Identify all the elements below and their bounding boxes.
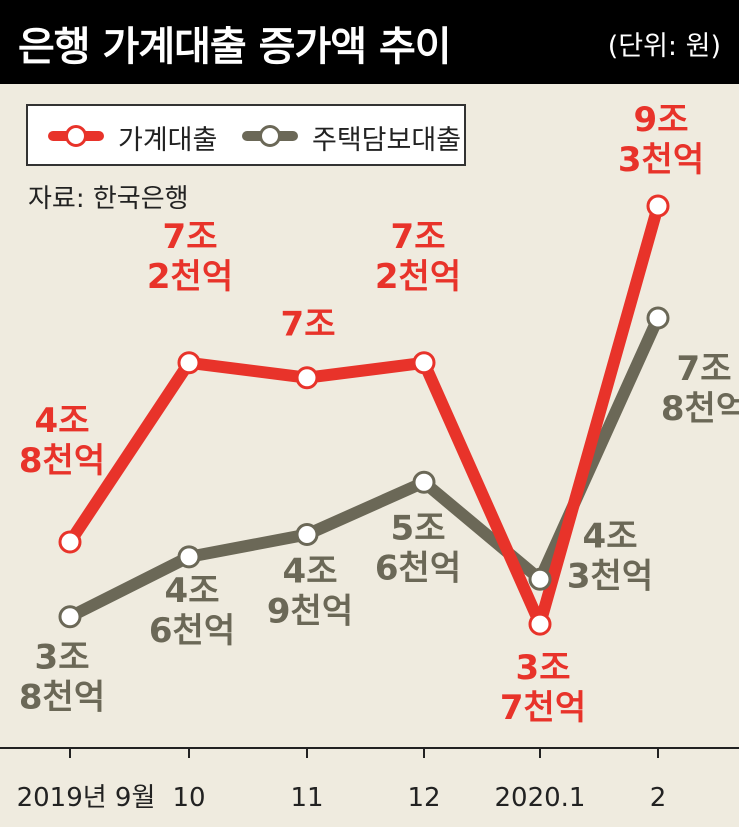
x-tick-label-3: 12: [407, 783, 440, 813]
data-label-household-4-0: 3조: [516, 648, 571, 688]
data-label-mortgage-5-1: 8천억: [661, 389, 739, 429]
data-label-mortgage-0-1: 8천억: [19, 678, 105, 718]
data-label-mortgage-2-1: 9천억: [267, 592, 353, 632]
data-point-household-0: [58, 530, 82, 554]
data-label-household-2-0: 7조: [281, 305, 336, 345]
data-point-household-3: [412, 351, 436, 375]
data-label-household-5-1: 3천억: [618, 140, 704, 180]
data-label-mortgage-3-1: 6천억: [375, 548, 461, 588]
x-tick-label-4: 2020.1: [495, 783, 586, 813]
legend-marker-mortgage: [259, 125, 281, 147]
data-label-household-3-0: 7조: [391, 217, 446, 257]
data-point-household-5: [646, 194, 670, 218]
legend-label-household: 가계대출: [118, 125, 218, 156]
x-tick-label-1: 10: [172, 783, 205, 813]
data-point-mortgage-1: [177, 545, 201, 569]
data-point-mortgage-0: [58, 605, 82, 629]
data-point-household-1: [177, 351, 201, 375]
data-label-mortgage-3-0: 5조: [391, 508, 446, 548]
data-label-mortgage-2-0: 4조: [283, 552, 338, 592]
legend-marker-household: [65, 125, 87, 147]
data-point-mortgage-4: [528, 567, 552, 591]
data-point-mortgage-5: [646, 306, 670, 330]
data-label-mortgage-5-0: 7조: [677, 349, 732, 389]
data-point-mortgage-2: [295, 523, 319, 546]
unit-label: (단위: 원): [607, 31, 721, 62]
x-tick-label-5: 2: [650, 783, 667, 813]
data-point-household-4: [528, 612, 552, 636]
data-label-mortgage-1-1: 6천억: [149, 611, 235, 651]
x-tick-label-0: 2019년 9월: [17, 783, 156, 813]
data-point-mortgage-3: [412, 470, 436, 494]
data-label-mortgage-4-0: 4조: [583, 516, 638, 556]
data-label-household-0-1: 8천억: [19, 441, 105, 481]
x-tick-label-2: 11: [290, 783, 323, 813]
source-note: 자료: 한국은행: [28, 184, 189, 214]
data-label-household-0-0: 4조: [35, 401, 90, 441]
data-point-household-2: [295, 366, 319, 390]
data-label-household-1-1: 2천억: [147, 257, 233, 297]
data-label-household-3-1: 2천억: [375, 257, 461, 297]
legend-label-mortgage: 주택담보대출: [312, 125, 462, 156]
legend: 가계대출 주택담보대출: [26, 104, 466, 166]
data-label-mortgage-4-1: 3천억: [567, 556, 653, 596]
data-label-mortgage-1-0: 4조: [165, 571, 220, 611]
data-label-household-4-1: 7천억: [500, 688, 586, 728]
data-label-household-1-0: 7조: [163, 217, 218, 257]
data-label-household-5-0: 9조: [634, 100, 689, 140]
data-label-mortgage-0-0: 3조: [35, 638, 90, 678]
chart-title: 은행 가계대출 증가액 추이: [18, 24, 452, 70]
title-bar: 은행 가계대출 증가액 추이 (단위: 원): [0, 0, 739, 84]
series-line-household: [64, 200, 664, 631]
